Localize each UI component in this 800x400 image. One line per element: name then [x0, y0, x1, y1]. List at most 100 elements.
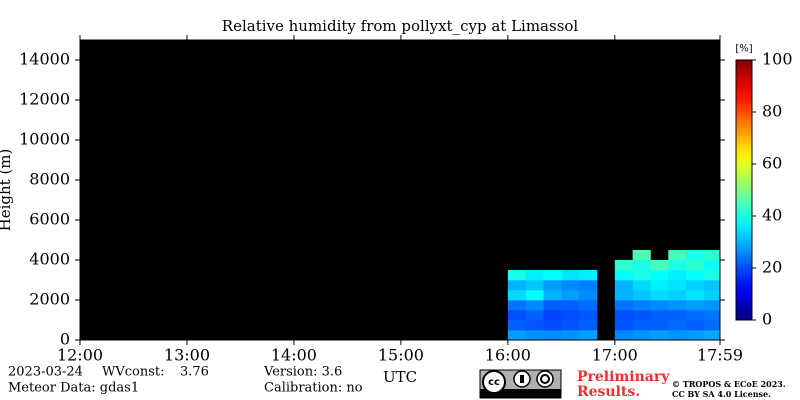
plot-frame — [79, 39, 721, 341]
heatmap-cell — [614, 310, 633, 321]
colorbar-tick-label: 60 — [762, 154, 782, 173]
heatmap-cell — [686, 290, 705, 301]
heatmap-cell — [632, 280, 651, 291]
x-tick-label: 13:00 — [164, 346, 210, 365]
y-tick-label: 12000 — [19, 90, 70, 109]
heatmap-cell — [668, 270, 687, 281]
heatmap-cell — [703, 270, 721, 281]
heatmap-cell — [614, 260, 633, 271]
x-tick-label: 16:00 — [485, 346, 531, 365]
heatmap-cell — [561, 290, 580, 301]
heatmap-cell — [579, 330, 598, 341]
heatmap-cell — [561, 300, 580, 311]
heatmap-cell — [507, 300, 526, 311]
heatmap-cell — [703, 310, 721, 321]
heatmap-cell — [614, 290, 633, 301]
colorbar-tick-label: 40 — [762, 206, 782, 225]
heatmap-cell — [561, 320, 580, 331]
heatmap-cell — [579, 300, 598, 311]
version: Version: 3.6 — [263, 365, 342, 380]
calibration: Calibration: no — [264, 381, 363, 396]
heatmap-cell — [686, 250, 705, 261]
heatmap-cell — [632, 270, 651, 281]
heatmap-cell — [525, 300, 544, 311]
heatmap-cell — [561, 310, 580, 321]
heatmap-cell — [650, 300, 669, 311]
heatmap-cell — [614, 270, 633, 281]
heatmap-cell — [703, 260, 721, 271]
heatmap-cell — [668, 280, 687, 291]
heatmap-cell — [668, 330, 687, 341]
heatmap-cell — [543, 310, 562, 321]
preliminary: Preliminary — [577, 369, 670, 385]
heatmap-cell — [650, 270, 669, 281]
heatmap-cell — [703, 290, 721, 301]
heatmap-cell — [507, 290, 526, 301]
y-tick-label: 10000 — [19, 130, 70, 149]
heatmap-cell — [614, 320, 633, 331]
heatmap-cell — [507, 330, 526, 341]
heatmap-cell — [525, 290, 544, 301]
wvconst-label: WVconst: — [102, 365, 165, 380]
plot-background — [80, 40, 720, 340]
heatmap-cell — [561, 280, 580, 291]
heatmap-cell — [543, 290, 562, 301]
y-axis-label: Height (m) — [0, 149, 14, 232]
heatmap-cell — [543, 270, 562, 281]
heatmap-cell — [686, 260, 705, 271]
colorbar — [735, 59, 753, 321]
x-tick-label: 14:00 — [271, 346, 317, 365]
heatmap-cell — [686, 270, 705, 281]
heatmap-cell — [650, 330, 669, 341]
heatmap-cell — [543, 330, 562, 341]
heatmap-cell — [632, 290, 651, 301]
y-tick-label: 0 — [60, 330, 70, 349]
heatmap-cell — [650, 280, 669, 291]
x-tick-label: 17:00 — [592, 346, 638, 365]
heatmap-cell — [632, 300, 651, 311]
copyright: CC BY SA 4.0 License. — [672, 389, 771, 399]
heatmap-cell — [703, 330, 721, 341]
heatmap-cell — [703, 300, 721, 311]
heatmap-cell — [632, 250, 651, 261]
heatmap-cell — [561, 330, 580, 341]
heatmap-cell — [650, 290, 669, 301]
heatmap-cell — [579, 320, 598, 331]
heatmap-cell — [579, 290, 598, 301]
x-tick-label: 15:00 — [378, 346, 424, 365]
heatmap-cell — [614, 330, 633, 341]
heatmap-cell — [650, 310, 669, 321]
heatmap-cell — [632, 330, 651, 341]
heatmap-cell — [650, 260, 669, 271]
heatmap-cell — [525, 330, 544, 341]
svg-text:cc: cc — [488, 377, 500, 388]
colorbar-label: [%] — [735, 44, 752, 55]
heatmap-cell — [686, 280, 705, 291]
colorbar-tick-label: 20 — [762, 258, 782, 277]
heatmap-cell — [525, 320, 544, 331]
heatmap-cell — [561, 270, 580, 281]
heatmap-cell — [507, 320, 526, 331]
heatmap-cell — [543, 280, 562, 291]
heatmap-cell — [614, 280, 633, 291]
colorbar-tick-label: 100 — [762, 50, 793, 69]
copyright: © TROPOS & ECoE 2023. — [672, 379, 786, 389]
cc-logo: cc — [479, 369, 562, 399]
heatmap-cell — [632, 310, 651, 321]
heatmap-cell — [686, 300, 705, 311]
heatmap-cell — [686, 330, 705, 341]
x-tick-label: 12:00 — [57, 346, 103, 365]
heatmap-cell — [703, 320, 721, 331]
heatmap-cell — [668, 320, 687, 331]
heatmap-cell — [525, 270, 544, 281]
colorbar-tick-label: 80 — [762, 102, 782, 121]
heatmap-cell — [668, 250, 687, 261]
heatmap-cell — [650, 320, 669, 331]
date: 2023-03-24 — [8, 365, 83, 380]
heatmap-cell — [632, 320, 651, 331]
heatmap-cell — [525, 280, 544, 291]
wvconst: 3.76 — [180, 365, 209, 380]
heatmap-cell — [507, 310, 526, 321]
heatmap-cell — [703, 280, 721, 291]
